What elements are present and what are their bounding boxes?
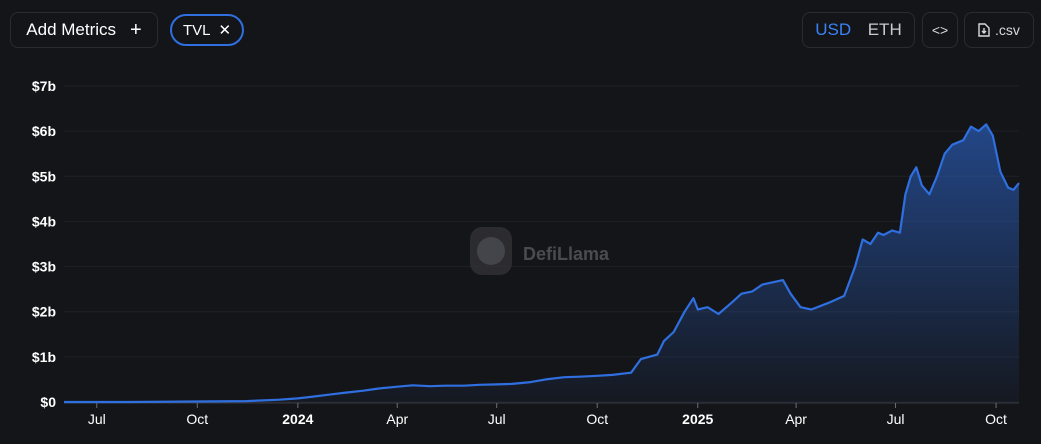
close-icon[interactable]: ✕	[218, 22, 232, 39]
x-tick-label: 2024	[282, 411, 313, 427]
x-tick-label: Apr	[386, 411, 408, 427]
x-tick-label: Apr	[785, 411, 807, 427]
toolbar: Add Metrics + TVL ✕ USD ETH <> .csv	[0, 0, 1041, 62]
x-axis: Jul Oct 2024 Apr Jul Oct 2025 Apr Jul Oct	[64, 402, 1019, 427]
tvl-chart: DefiLlama $0 $1b $2b $3b $4b $5b $6b $7b Jul Oct…	[32, 78, 1020, 427]
defillama-watermark: DefiLlama	[470, 227, 610, 275]
y-axis: $0 $1b $2b $3b $4b $5b $6b $7b	[32, 78, 56, 410]
tvl-area-fill	[64, 124, 1019, 403]
y-tick-label: $6b	[32, 123, 56, 139]
currency-toggle: USD ETH	[802, 12, 915, 48]
currency-option-eth[interactable]: ETH	[867, 20, 902, 39]
y-tick-label: $2b	[32, 304, 56, 320]
watermark-text: DefiLlama	[523, 244, 610, 264]
add-metrics-button[interactable]: Add Metrics +	[10, 12, 158, 48]
download-csv-button[interactable]: .csv	[964, 12, 1034, 48]
tvl-series-line	[64, 123, 1020, 404]
grid	[64, 85, 1019, 403]
add-metrics-label: Add Metrics	[26, 20, 117, 39]
y-tick-label: $1b	[32, 349, 56, 365]
csv-label: .csv	[995, 22, 1020, 38]
tvl-metric-chip[interactable]: TVL ✕	[170, 14, 244, 46]
x-tick-label: 2025	[682, 411, 713, 427]
code-icon: <>	[931, 22, 949, 38]
x-tick-label: Oct	[186, 411, 208, 427]
y-tick-label: $3b	[32, 259, 56, 275]
y-tick-label: $0	[40, 394, 56, 410]
currency-option-usd[interactable]: USD	[815, 20, 852, 39]
y-tick-label: $7b	[32, 78, 56, 94]
x-tick-label: Jul	[88, 411, 106, 427]
y-tick-label: $5b	[32, 168, 56, 184]
y-tick-label: $4b	[32, 213, 56, 229]
x-tick-label: Oct	[985, 411, 1007, 427]
embed-button[interactable]: <>	[922, 12, 958, 48]
tvl-chip-label: TVL	[182, 21, 211, 39]
x-tick-label: Jul	[488, 411, 506, 427]
x-tick-label: Jul	[887, 411, 905, 427]
plus-icon: +	[130, 19, 142, 41]
x-tick-label: Oct	[586, 411, 608, 427]
file-download-icon	[978, 23, 990, 37]
